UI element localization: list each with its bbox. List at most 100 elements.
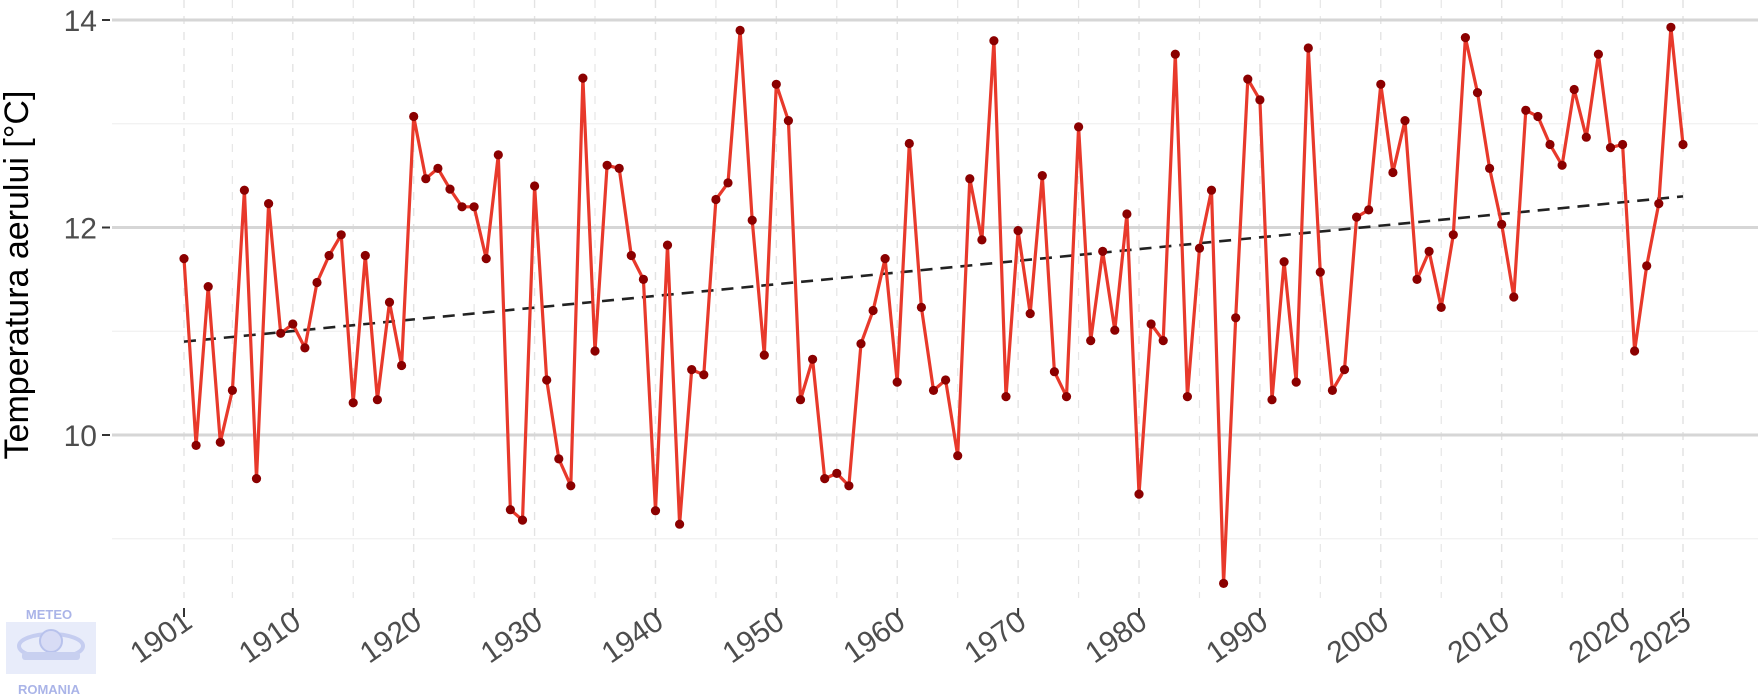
data-point: [977, 235, 987, 245]
data-point: [820, 474, 830, 484]
data-point: [832, 468, 842, 478]
data-point: [1376, 79, 1386, 89]
data-point: [965, 174, 975, 184]
data-point: [1460, 33, 1470, 43]
data-point: [227, 385, 237, 395]
data-point: [856, 339, 866, 349]
data-point: [505, 505, 515, 515]
data-point: [928, 385, 939, 395]
data-point: [445, 184, 455, 194]
x-tick-label: 1920: [354, 605, 428, 670]
data-point: [264, 199, 274, 209]
data-point: [493, 150, 503, 160]
x-tick-label: 1930: [475, 605, 549, 670]
y-axis: 10 12 14: [64, 5, 110, 453]
data-point: [747, 215, 757, 225]
data-point: [771, 79, 781, 89]
data-point: [312, 277, 322, 288]
data-point: [1364, 205, 1374, 215]
data-point: [1194, 243, 1205, 253]
data-point: [1001, 392, 1011, 402]
data-point: [916, 302, 927, 312]
data-point: [1424, 246, 1434, 256]
data-point: [662, 240, 673, 250]
y-tick-label: 12: [64, 213, 97, 246]
data-point: [868, 305, 878, 316]
x-tick-label: 2010: [1442, 605, 1516, 670]
data-point: [517, 515, 528, 525]
logo-bottom-text: ROMANIA: [18, 682, 81, 695]
data-point: [1158, 336, 1168, 346]
data-point: [1086, 336, 1096, 346]
data-point: [1557, 160, 1567, 170]
data-point: [1497, 219, 1507, 229]
data-point: [1593, 49, 1603, 59]
data-point: [481, 254, 491, 264]
data-point: [844, 481, 854, 491]
x-tick-label: 2000: [1321, 605, 1395, 670]
data-point: [1279, 257, 1289, 267]
data-point: [1291, 377, 1301, 387]
data-point: [1243, 74, 1253, 84]
data-point: [650, 506, 661, 516]
data-point: [687, 365, 697, 375]
data-point: [1231, 313, 1241, 323]
data-point: [1569, 84, 1579, 95]
data-point: [300, 343, 310, 353]
data-point: [1049, 367, 1059, 377]
data-point: [795, 395, 806, 405]
logo-wave-icon: [22, 652, 80, 660]
data-point: [1448, 230, 1458, 240]
data-point: [626, 250, 636, 261]
y-tick-label: 14: [64, 5, 97, 38]
data-point: [1110, 325, 1120, 335]
trend-layer: [183, 195, 1684, 343]
data-point: [578, 73, 588, 83]
meteo-romania-logo: METEO ROMANIA: [6, 607, 96, 695]
data-point: [1472, 88, 1483, 98]
data-point: [638, 274, 649, 284]
series-layer: [179, 22, 1688, 589]
data-point: [457, 202, 467, 212]
data-point: [1315, 267, 1325, 277]
data-point: [360, 250, 370, 261]
x-tick-label: 2020: [1563, 605, 1637, 670]
data-point: [1206, 185, 1217, 195]
y-axis-title: Temperatura aerului [°C]: [0, 91, 36, 460]
x-axis: 1901 1910 1920 1930 1940 1950 1960 1970 1980 1990…: [124, 605, 1697, 670]
data-point: [1388, 167, 1398, 178]
data-point: [904, 138, 914, 149]
data-point: [1074, 122, 1084, 132]
data-point: [1339, 365, 1350, 375]
data-point: [783, 116, 794, 126]
data-point: [203, 282, 213, 292]
data-point: [1025, 309, 1035, 319]
data-point: [723, 178, 733, 188]
x-tick-label: 1910: [233, 605, 307, 670]
data-point: [324, 250, 334, 261]
data-point: [1678, 139, 1688, 150]
logo-sun-icon: [39, 629, 63, 653]
data-point: [336, 230, 346, 240]
data-point: [530, 181, 540, 191]
data-point: [1618, 139, 1628, 150]
data-point: [469, 202, 479, 212]
data-point: [288, 319, 298, 329]
data-point: [239, 185, 249, 195]
data-point: [1098, 246, 1108, 256]
data-point: [554, 454, 564, 464]
data-point: [1605, 143, 1616, 153]
data-point: [1134, 489, 1144, 499]
data-point: [191, 440, 201, 450]
trend-line: [183, 195, 1684, 343]
data-point: [1037, 171, 1047, 181]
data-point: [1182, 392, 1192, 402]
data-point: [542, 375, 552, 385]
data-point: [372, 395, 382, 405]
data-point: [735, 25, 745, 35]
data-point: [941, 375, 951, 385]
data-point: [421, 174, 431, 184]
data-point: [1327, 385, 1337, 395]
data-point: [1219, 578, 1229, 589]
